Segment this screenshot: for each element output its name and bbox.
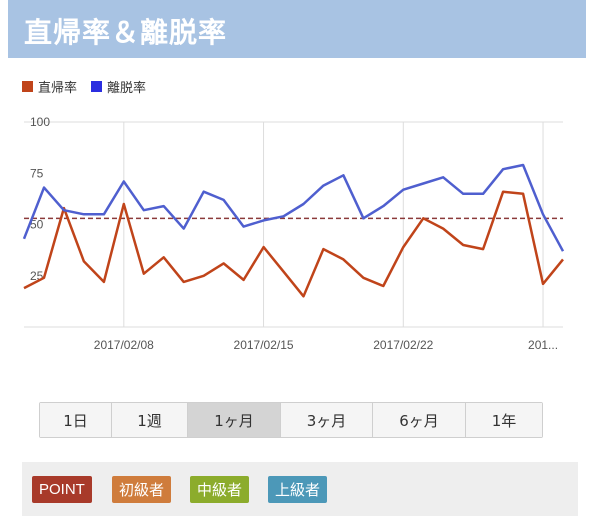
tag-point[interactable]: POINT xyxy=(32,476,92,503)
chart-legend: 直帰率 離脱率 xyxy=(22,77,160,96)
range-3-month-button[interactable]: 3ヶ月 xyxy=(281,403,373,437)
range-selector: 1日 1週 1ヶ月 3ヶ月 6ヶ月 1年 xyxy=(39,402,543,438)
y-tick-label: 50 xyxy=(30,218,44,232)
legend-swatch-bounce xyxy=(22,81,33,92)
range-1-year-button[interactable]: 1年 xyxy=(466,403,542,437)
legend-label-exit: 離脱率 xyxy=(107,81,147,96)
range-6-month-button[interactable]: 6ヶ月 xyxy=(373,403,466,437)
bounce-rate-series-line xyxy=(23,190,564,298)
legend-item-bounce-rate[interactable]: 直帰率 xyxy=(22,77,77,96)
x-tick-label: 2017/02/22 xyxy=(373,338,433,352)
y-tick-label: 75 xyxy=(30,166,44,180)
legend-label-bounce: 直帰率 xyxy=(38,81,78,96)
legend-item-exit-rate[interactable]: 離脱率 xyxy=(91,77,146,96)
range-1-day-button[interactable]: 1日 xyxy=(40,403,112,437)
range-1-week-button[interactable]: 1週 xyxy=(112,403,188,437)
range-1-month-button[interactable]: 1ヶ月 xyxy=(188,403,281,437)
x-tick-label: 201... xyxy=(528,338,558,352)
legend-swatch-exit xyxy=(91,81,103,92)
x-axis-ticks: 2017/02/08 2017/02/15 2017/02/22 201... xyxy=(94,338,558,352)
tag-advanced[interactable]: 上級者 xyxy=(268,476,328,503)
chart-grid xyxy=(24,121,563,328)
x-tick-label: 2017/02/15 xyxy=(234,338,294,352)
x-tick-label: 2017/02/08 xyxy=(94,338,154,352)
level-tag-bar: POINT 初級者 中級者 上級者 xyxy=(22,462,578,516)
exit-rate-series-line xyxy=(22,163,565,252)
tag-beginner[interactable]: 初級者 xyxy=(112,476,172,503)
page-title: 直帰率＆離脱率 xyxy=(8,0,586,58)
chart-series xyxy=(22,163,565,298)
y-tick-label: 100 xyxy=(30,115,50,129)
tag-intermediate[interactable]: 中級者 xyxy=(190,476,250,503)
